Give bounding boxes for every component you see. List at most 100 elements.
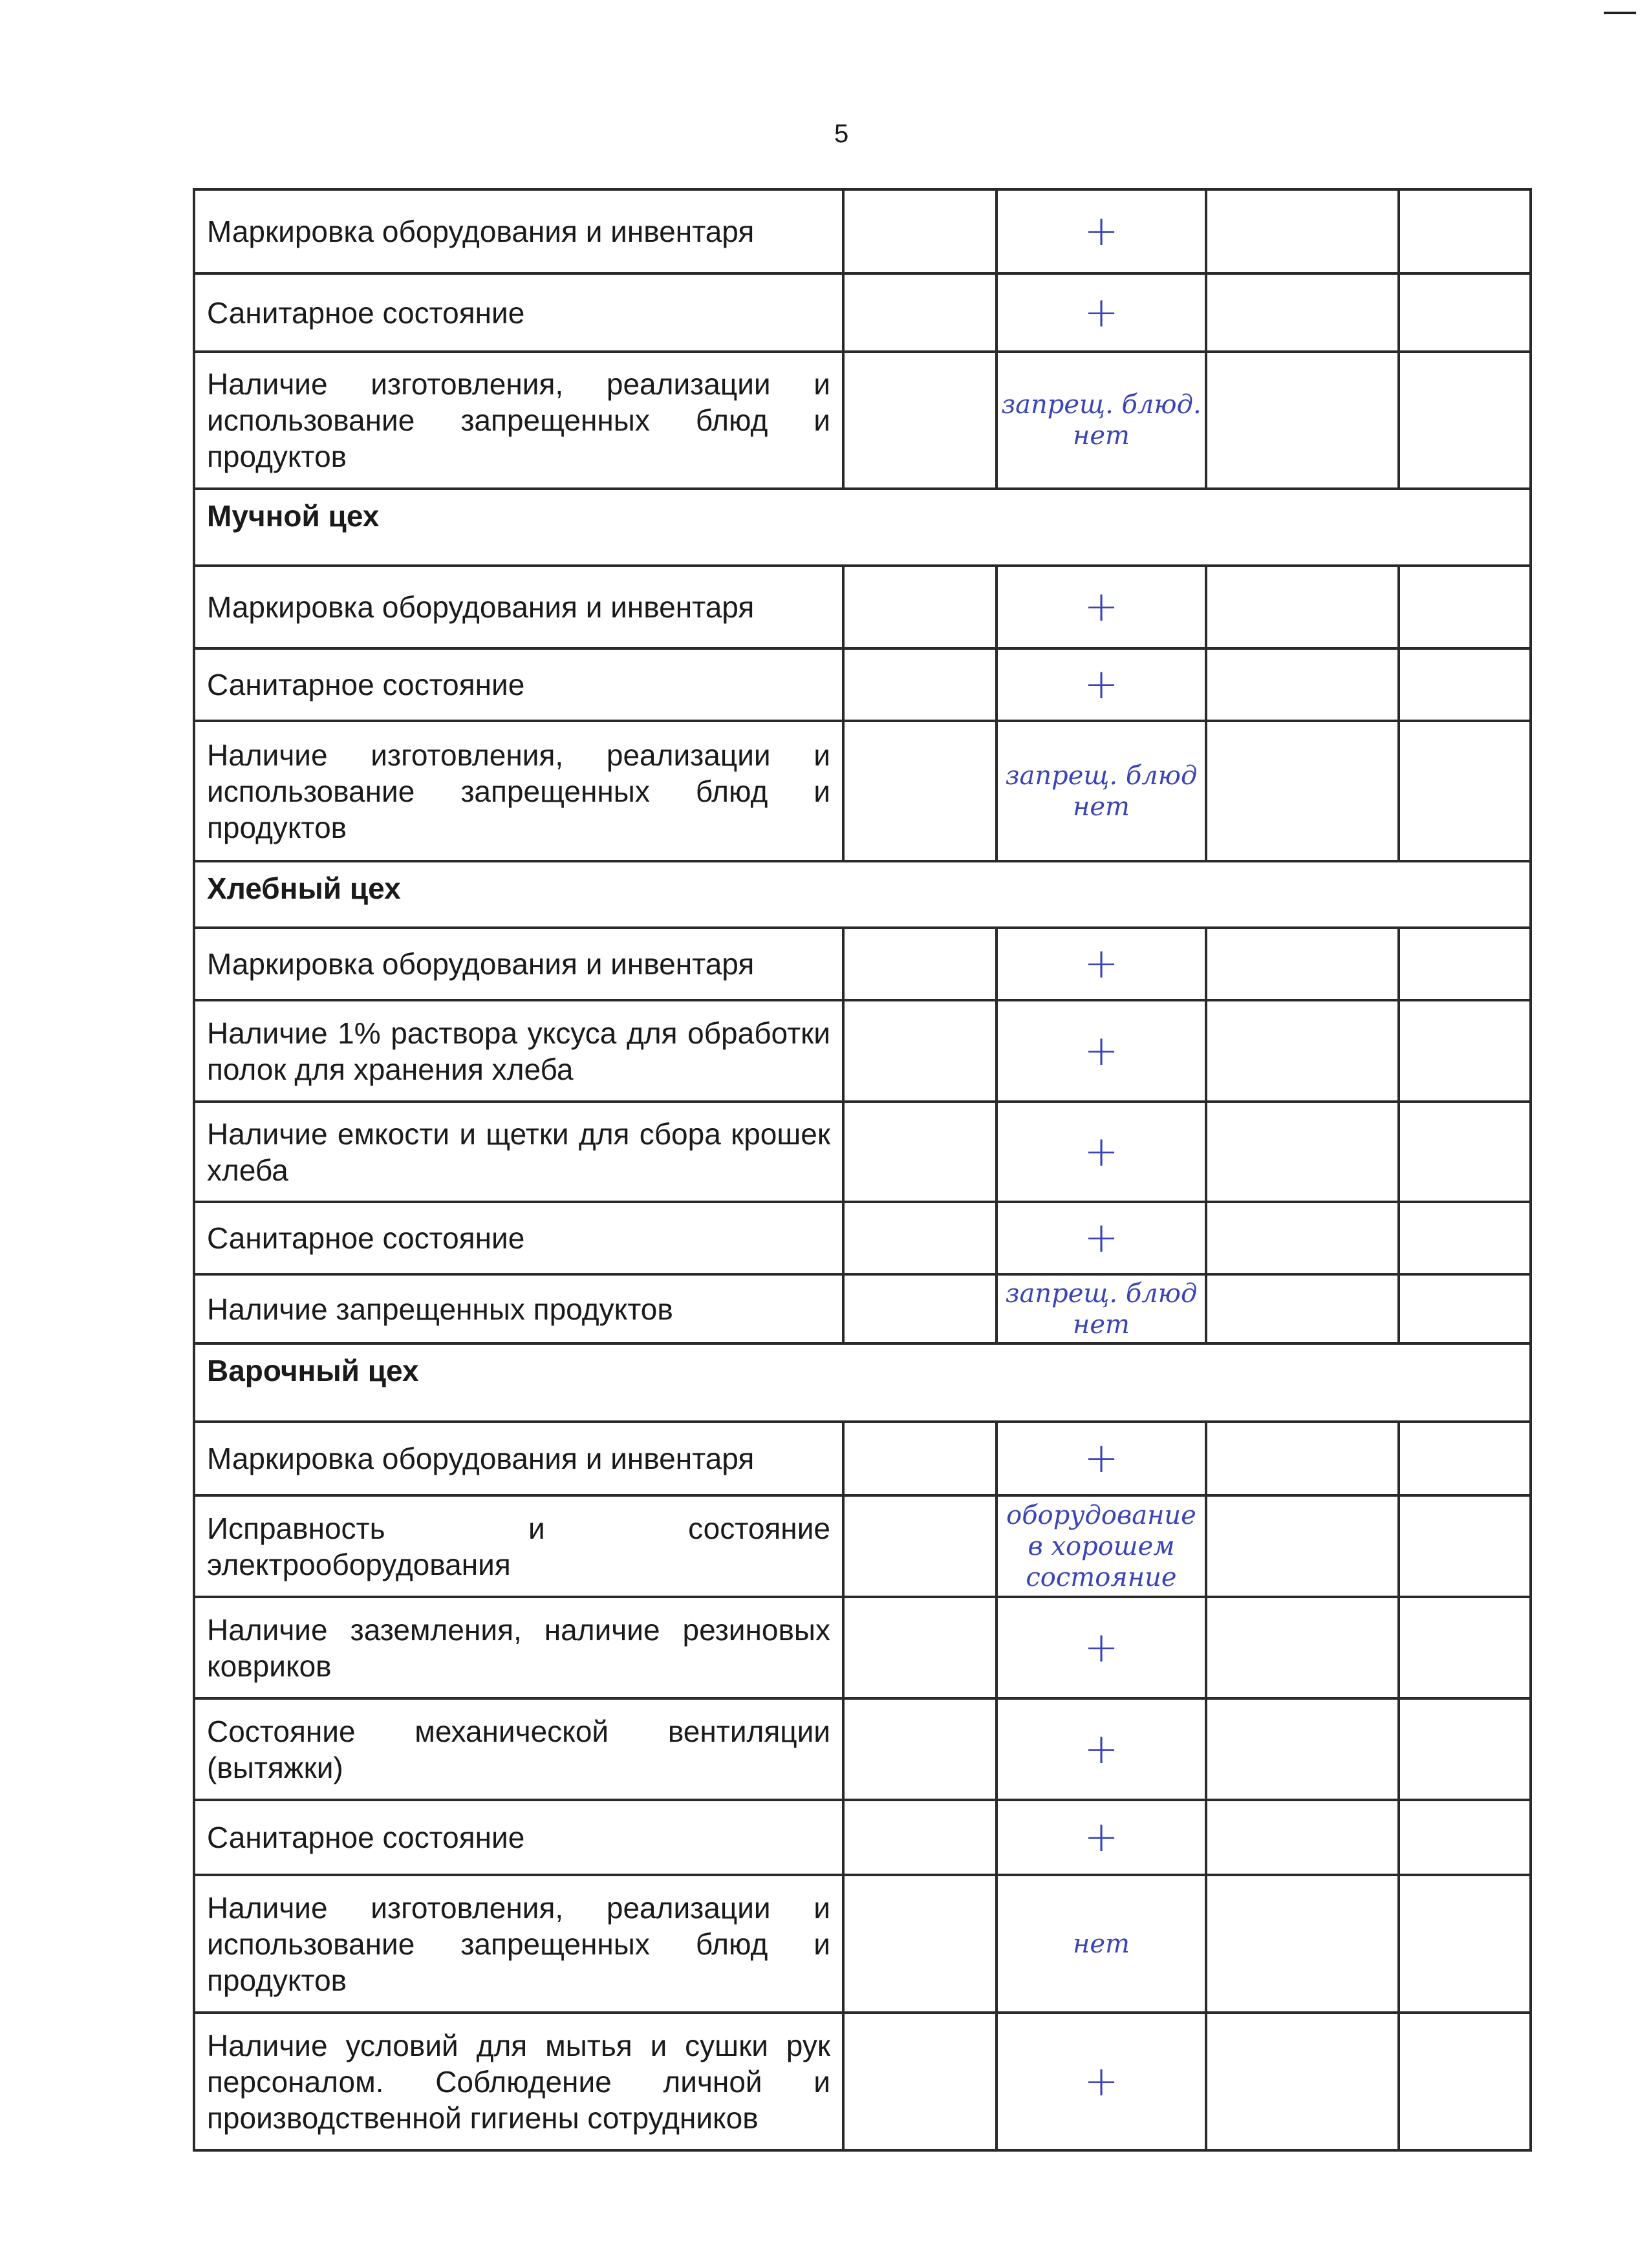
criterion-cell: Санитарное состояние bbox=[193, 1201, 845, 1276]
criterion-cell: Наличие 1% раствора уксуса для обработки… bbox=[193, 999, 845, 1103]
empty-cell bbox=[1205, 720, 1400, 862]
section-title: Хлебный цех bbox=[193, 860, 1532, 929]
empty-cell bbox=[1397, 1273, 1532, 1345]
handwritten-mark: + bbox=[995, 999, 1207, 1103]
empty-cell bbox=[842, 1799, 998, 1876]
empty-cell bbox=[1205, 999, 1400, 1103]
empty-cell bbox=[842, 999, 998, 1103]
criterion-cell: Санитарное состояние bbox=[193, 272, 845, 353]
criterion-cell: Наличие условий для мытья и сушки рук пе… bbox=[193, 2011, 845, 2152]
section-row: Хлебный цех bbox=[193, 860, 1532, 929]
empty-cell bbox=[1397, 1596, 1532, 1700]
handwritten-mark: + bbox=[995, 1420, 1207, 1497]
empty-cell bbox=[842, 188, 998, 275]
table-row: Наличие 1% раствора уксуса для обработки… bbox=[193, 999, 1532, 1103]
handwritten-mark: + bbox=[995, 564, 1207, 650]
section-row: Мучной цех bbox=[193, 487, 1532, 567]
handwritten-mark: + bbox=[995, 1100, 1207, 1203]
empty-cell bbox=[1397, 1420, 1532, 1497]
empty-cell bbox=[1205, 350, 1400, 490]
empty-cell bbox=[842, 1420, 998, 1497]
criterion-cell: Исправность и состояние электрооборудова… bbox=[193, 1494, 845, 1598]
empty-cell bbox=[1205, 1100, 1400, 1203]
empty-cell bbox=[1397, 1494, 1532, 1598]
empty-cell bbox=[1205, 1420, 1400, 1497]
scan-mark bbox=[1604, 12, 1636, 14]
criterion-cell: Наличие изготовления, реализации и испол… bbox=[193, 350, 845, 490]
empty-cell bbox=[842, 1494, 998, 1598]
section-title: Варочный цех bbox=[193, 1342, 1532, 1423]
page-number: 5 bbox=[834, 120, 849, 148]
handwritten-mark: + bbox=[995, 272, 1207, 353]
criterion-cell: Маркировка оборудования и инвентаря bbox=[193, 1420, 845, 1497]
table-row: Наличие заземления, наличие резиновых ко… bbox=[193, 1596, 1532, 1700]
criterion-cell: Санитарное состояние bbox=[193, 1799, 845, 1876]
section-title: Мучной цех bbox=[193, 487, 1532, 567]
table-row: Наличие изготовления, реализации и испол… bbox=[193, 720, 1532, 862]
empty-cell bbox=[1397, 1201, 1532, 1276]
empty-cell bbox=[1205, 647, 1400, 722]
empty-cell bbox=[1205, 926, 1400, 1001]
handwritten-mark: + bbox=[995, 2011, 1207, 2152]
empty-cell bbox=[1205, 564, 1400, 650]
empty-cell bbox=[842, 720, 998, 862]
empty-cell bbox=[1205, 188, 1400, 275]
criterion-cell: Наличие емкости и щетки для сбора крошек… bbox=[193, 1100, 845, 1203]
table-row: Наличие емкости и щетки для сбора крошек… bbox=[193, 1100, 1532, 1203]
handwritten-mark: + bbox=[995, 1799, 1207, 1876]
handwritten-mark: + bbox=[995, 926, 1207, 1001]
handwritten-mark: + bbox=[995, 1596, 1207, 1700]
criterion-cell: Наличие изготовления, реализации и испол… bbox=[193, 1874, 845, 2014]
empty-cell bbox=[1397, 1874, 1532, 2014]
criterion-cell: Наличие изготовления, реализации и испол… bbox=[193, 720, 845, 862]
table-row: Санитарное состояние + bbox=[193, 272, 1532, 353]
criterion-cell: Наличие заземления, наличие резиновых ко… bbox=[193, 1596, 845, 1700]
empty-cell bbox=[1397, 1799, 1532, 1876]
empty-cell bbox=[1397, 720, 1532, 862]
empty-cell bbox=[1397, 999, 1532, 1103]
table-row: Исправность и состояние электрооборудова… bbox=[193, 1494, 1532, 1598]
handwritten-mark: + bbox=[995, 1201, 1207, 1276]
table-row: Маркировка оборудования и инвентаря + bbox=[193, 188, 1532, 275]
table-row: Маркировка оборудования и инвентаря + bbox=[193, 1420, 1532, 1497]
empty-cell bbox=[842, 1201, 998, 1276]
empty-cell bbox=[1397, 564, 1532, 650]
criterion-cell: Маркировка оборудования и инвентаря bbox=[193, 188, 845, 275]
empty-cell bbox=[1397, 188, 1532, 275]
table-row: Маркировка оборудования и инвентаря + bbox=[193, 926, 1532, 1001]
table-row: Санитарное состояние + bbox=[193, 1201, 1532, 1276]
table-row: Санитарное состояние + bbox=[193, 1799, 1532, 1876]
criterion-cell: Состояние механической вентиляции (вытяж… bbox=[193, 1697, 845, 1801]
handwritten-mark: запрещ. блюд нет bbox=[995, 720, 1207, 862]
table-row: Наличие запрещенных продуктов запрещ. блю… bbox=[193, 1273, 1532, 1345]
empty-cell bbox=[1205, 1874, 1400, 2014]
empty-cell bbox=[842, 1874, 998, 2014]
empty-cell bbox=[842, 647, 998, 722]
inspection-table: Маркировка оборудования и инвентаря + Сани… bbox=[193, 188, 1532, 2152]
criterion-cell: Санитарное состояние bbox=[193, 647, 845, 722]
empty-cell bbox=[1205, 2011, 1400, 2152]
empty-cell bbox=[842, 1596, 998, 1700]
empty-cell bbox=[1397, 1100, 1532, 1203]
handwritten-mark: + bbox=[995, 1697, 1207, 1801]
empty-cell bbox=[842, 564, 998, 650]
table-row: Наличие условий для мытья и сушки рук пе… bbox=[193, 2011, 1532, 2152]
empty-cell bbox=[1205, 1697, 1400, 1801]
table-row: Состояние механической вентиляции (вытяж… bbox=[193, 1697, 1532, 1801]
table-row: Наличие изготовления, реализации и испол… bbox=[193, 350, 1532, 490]
handwritten-mark: запрещ. блюд нет bbox=[995, 1273, 1207, 1345]
empty-cell bbox=[842, 926, 998, 1001]
empty-cell bbox=[1205, 1596, 1400, 1700]
table-row: Санитарное состояние + bbox=[193, 647, 1532, 722]
empty-cell bbox=[842, 272, 998, 353]
empty-cell bbox=[1397, 647, 1532, 722]
empty-cell bbox=[1397, 926, 1532, 1001]
criterion-cell: Маркировка оборудования и инвентаря bbox=[193, 926, 845, 1001]
empty-cell bbox=[1205, 272, 1400, 353]
table-row: Маркировка оборудования и инвентаря + bbox=[193, 564, 1532, 650]
handwritten-mark: нет bbox=[995, 1874, 1207, 2014]
handwritten-mark: + bbox=[995, 647, 1207, 722]
empty-cell bbox=[1205, 1799, 1400, 1876]
empty-cell bbox=[1397, 272, 1532, 353]
empty-cell bbox=[1205, 1273, 1400, 1345]
